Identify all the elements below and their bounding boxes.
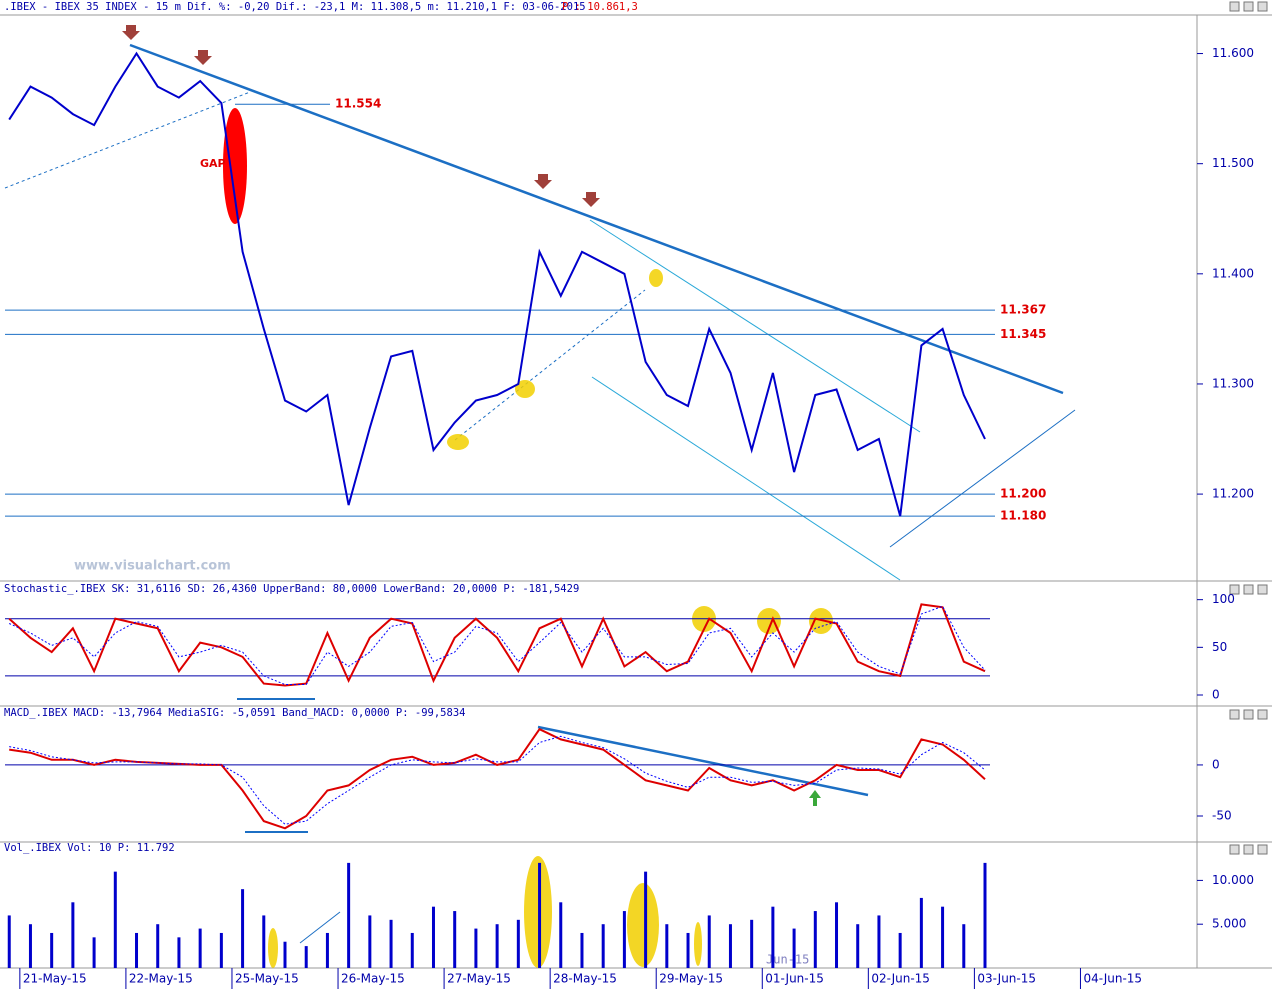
arrows	[122, 25, 600, 207]
trendlines	[4, 43, 1076, 944]
x-tick-label: 04-Jun-15	[1083, 972, 1142, 986]
volume-bar	[813, 911, 817, 968]
series-line	[8, 603, 986, 687]
volume-bar	[728, 924, 732, 968]
volume-bar	[495, 924, 499, 968]
volume-bar	[856, 924, 860, 968]
y-tick-label: 11.200	[1212, 487, 1254, 501]
volume-bar	[368, 915, 372, 968]
volume-bar	[177, 937, 181, 968]
x-tick-label: 22-May-15	[129, 972, 193, 986]
y-tick-label: 0	[1212, 757, 1220, 771]
series-line	[9, 735, 986, 825]
x-tick-label: 03-Jun-15	[977, 972, 1036, 986]
volume-bar	[622, 911, 626, 968]
volume-bar	[389, 919, 393, 968]
volume-bar	[601, 924, 605, 968]
volume-bar	[135, 932, 139, 968]
x-tick-label: 27-May-15	[447, 972, 511, 986]
volume-bar	[516, 919, 520, 968]
price-header-p: P : 10.861,3	[562, 1, 638, 13]
volume-bar	[792, 928, 796, 968]
volume-bar	[474, 928, 478, 968]
x-tick-label: 28-May-15	[553, 972, 617, 986]
volume-bar	[707, 915, 711, 968]
x-tick-label: 25-May-15	[235, 972, 299, 986]
level-label: 11.345	[1000, 327, 1046, 341]
volume-bar	[28, 924, 32, 968]
level-label: 11.200	[1000, 487, 1046, 501]
y-tick-label: 11.600	[1212, 46, 1254, 60]
volume-bar	[538, 862, 542, 968]
volume-bar	[750, 919, 754, 968]
volume-bar	[198, 928, 202, 968]
volume-bar	[283, 941, 287, 968]
level-label: 11.180	[1000, 509, 1046, 523]
volume-bar	[71, 902, 75, 968]
level-label: 11.367	[1000, 303, 1046, 317]
x-tick-label: 01-Jun-15	[765, 972, 824, 986]
month-watermark: Jun-15	[766, 953, 809, 967]
y-tick-label: 5.000	[1212, 917, 1246, 931]
frames	[0, 14, 1272, 969]
stoch-header: Stochastic_.IBEX SK: 31,6116 SD: 26,4360…	[4, 583, 579, 595]
volume-bar	[962, 924, 966, 968]
y-tick-label: 0	[1212, 687, 1220, 701]
volume-bar	[156, 924, 160, 968]
volume-bar	[219, 932, 223, 968]
volume-bar	[50, 932, 54, 968]
volume-bar	[453, 911, 457, 968]
window-buttons[interactable]	[1229, 1, 1268, 855]
volume-bar	[92, 937, 96, 968]
x-tick-label: 26-May-15	[341, 972, 405, 986]
y-tick-label: -50	[1212, 809, 1232, 823]
level-label: 11.554	[335, 97, 381, 111]
volume-bar	[877, 915, 881, 968]
volume-bar	[431, 906, 435, 968]
y-tick-label: 10.000	[1212, 873, 1254, 887]
volume-bar	[113, 871, 117, 968]
y-tick-label: 11.400	[1212, 266, 1254, 280]
volume-bar	[262, 915, 266, 968]
gap-marker	[223, 108, 247, 224]
volume-bar	[7, 915, 11, 968]
volume-bar	[835, 902, 839, 968]
watermark: www.visualchart.com	[74, 559, 231, 574]
y-tick-label: 50	[1212, 640, 1227, 654]
series-line	[8, 51, 986, 517]
volume-bar	[347, 862, 351, 968]
y-tick-label: 100	[1212, 592, 1235, 606]
series-line	[8, 605, 986, 685]
volume-bar	[771, 906, 775, 968]
volume-bar	[898, 932, 902, 968]
volume-bar	[304, 946, 308, 968]
y-tick-label: 11.300	[1212, 376, 1254, 390]
price-header: .IBEX - IBEX 35 INDEX - 15 m Dif. %: -0,…	[4, 1, 586, 13]
highlights	[268, 269, 833, 968]
volume-bar	[665, 924, 669, 968]
x-tick-label: 29-May-15	[659, 972, 723, 986]
volume-bar	[580, 932, 584, 968]
up-arrow	[809, 790, 821, 806]
macd-header: MACD_.IBEX MACD: -13,7964 MediaSIG: -5,0…	[4, 707, 465, 719]
volume-bar	[325, 932, 329, 968]
volume-bar	[686, 932, 690, 968]
volume-bar	[410, 932, 414, 968]
volume-bar	[559, 902, 563, 968]
volume-bar	[919, 897, 923, 968]
y-tick-label: 11.500	[1212, 156, 1254, 170]
volume-bar	[941, 906, 945, 968]
gap-label: GAP	[200, 157, 226, 170]
volume-bar	[983, 862, 987, 968]
x-tick-label: 02-Jun-15	[871, 972, 930, 986]
volume-bar	[644, 871, 648, 968]
volume-bar	[241, 889, 245, 968]
x-tick-label: 21-May-15	[23, 972, 87, 986]
vol-header: Vol_.IBEX Vol: 10 P: 11.792	[4, 842, 175, 854]
